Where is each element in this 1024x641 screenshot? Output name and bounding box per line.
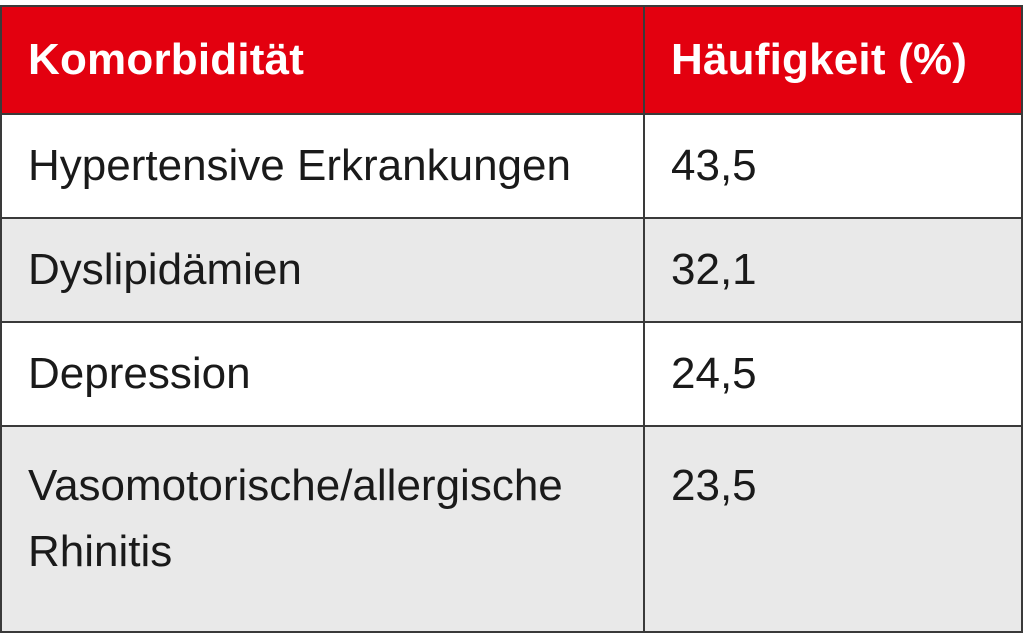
table-row: Hypertensive Erkrankungen 43,5 bbox=[0, 113, 1023, 219]
header-frequency: Häufigkeit (%) bbox=[643, 5, 1023, 115]
condition-cell: Depression bbox=[0, 321, 645, 427]
condition-cell: Vasomotorische/allergische Rhinitis bbox=[0, 425, 645, 633]
condition-cell: Dyslipidämien bbox=[0, 217, 645, 323]
table-row: Depression 24,5 bbox=[0, 321, 1023, 427]
condition-cell: Hypertensive Erkrankungen bbox=[0, 113, 645, 219]
comorbidity-table-container: Komorbidität Häufigkeit (%) Hypertensive… bbox=[0, 5, 1023, 633]
frequency-cell: 32,1 bbox=[643, 217, 1023, 323]
frequency-cell: 43,5 bbox=[643, 113, 1023, 219]
frequency-cell: 24,5 bbox=[643, 321, 1023, 427]
table-row: Vasomotorische/allergische Rhinitis 23,5 bbox=[0, 425, 1023, 633]
table-header: Komorbidität Häufigkeit (%) bbox=[0, 5, 1023, 115]
header-row: Komorbidität Häufigkeit (%) bbox=[0, 5, 1023, 115]
frequency-cell: 23,5 bbox=[643, 425, 1023, 633]
table-body: Hypertensive Erkrankungen 43,5 Dyslipidä… bbox=[0, 113, 1023, 633]
comorbidity-table: Komorbidität Häufigkeit (%) Hypertensive… bbox=[0, 5, 1023, 633]
header-comorbidity: Komorbidität bbox=[0, 5, 645, 115]
table-row: Dyslipidämien 32,1 bbox=[0, 217, 1023, 323]
